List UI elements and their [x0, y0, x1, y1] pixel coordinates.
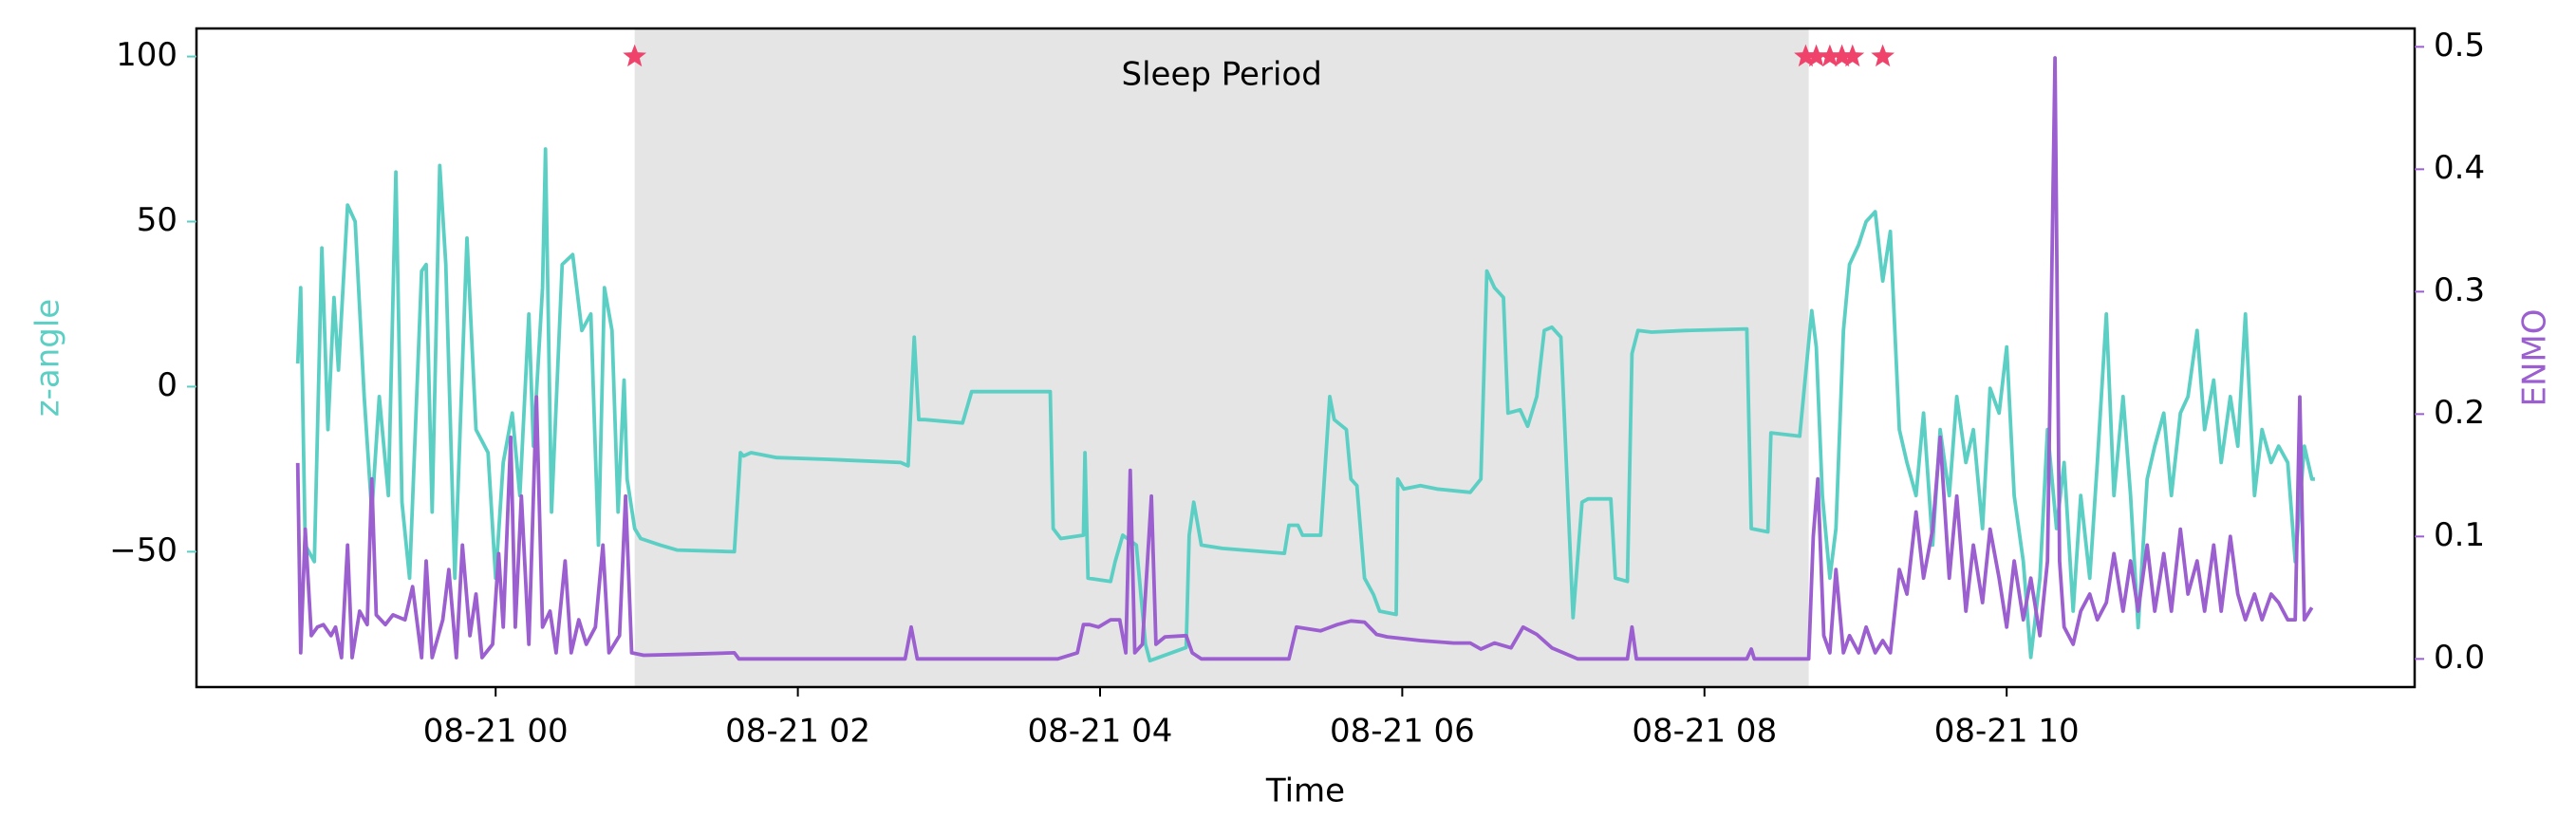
x-axis-label: Time [1265, 772, 1345, 810]
y-axis-label: z-angle [29, 299, 67, 417]
y-tick-label: 0 [157, 366, 177, 404]
span-label: Sleep Period [1122, 56, 1322, 94]
event-marker [1804, 44, 1828, 67]
event-marker [623, 44, 646, 67]
y2-axis-label: ENMO [2516, 308, 2554, 406]
y2-tick-label: 0.5 [2434, 27, 2485, 65]
x-tick-label: 08-21 02 [725, 713, 870, 751]
y2-tick-label: 0.4 [2434, 149, 2485, 187]
y2-tick-label: 0.2 [2434, 394, 2485, 432]
y2-tick-label: 0.1 [2434, 516, 2485, 554]
event-marker [1818, 44, 1842, 67]
x-tick-label: 08-21 10 [1934, 713, 2080, 751]
event-marker [1871, 44, 1895, 67]
event-marker [1830, 44, 1854, 67]
sleep-span [634, 28, 1809, 687]
series-line [295, 147, 2315, 663]
y-tick-label: 100 [116, 36, 177, 74]
event-marker [1794, 44, 1818, 67]
x-tick-label: 08-21 00 [423, 713, 569, 751]
event-marker [1840, 44, 1865, 67]
axes-frame [195, 27, 2417, 689]
y-tick-label: 50 [137, 201, 177, 239]
x-tick-label: 08-21 06 [1330, 713, 1475, 751]
y-tick-label: −50 [109, 531, 177, 569]
y2-tick-label: 0.3 [2434, 271, 2485, 309]
series-line [295, 56, 2314, 661]
y2-tick-label: 0.0 [2434, 639, 2485, 677]
x-tick-label: 08-21 08 [1632, 713, 1777, 751]
x-tick-label: 08-21 04 [1028, 713, 1173, 751]
